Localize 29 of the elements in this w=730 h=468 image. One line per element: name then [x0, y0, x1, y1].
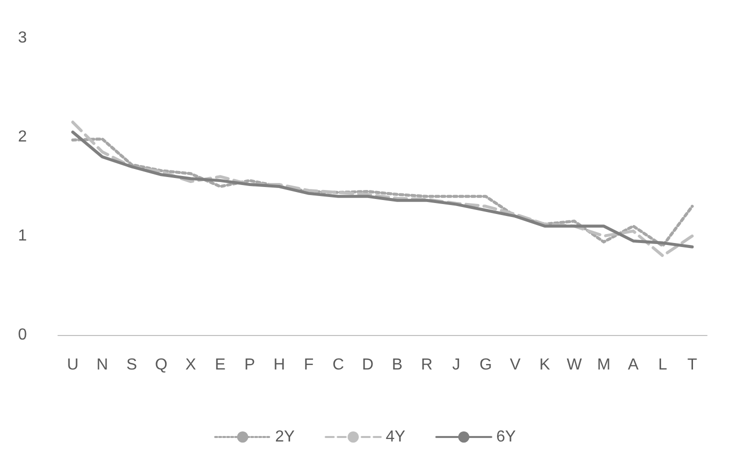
x-tick-label: S	[126, 356, 138, 374]
x-tick-label: H	[273, 356, 286, 374]
y-tick-label: 1	[18, 228, 27, 244]
x-tick-label: M	[597, 356, 610, 374]
y-tick-label: 3	[18, 30, 27, 46]
x-tick-label: J	[452, 356, 460, 374]
x-tick-label: Q	[155, 356, 168, 374]
x-tick-label: X	[185, 356, 196, 374]
y-tick-label: 2	[18, 128, 27, 146]
x-tick-label: E	[214, 356, 226, 374]
x-tick-label: N	[96, 356, 108, 374]
x-tick-label: G	[480, 356, 492, 374]
x-tick-label: W	[566, 356, 583, 374]
x-tick-label: B	[392, 356, 403, 374]
legend-label: 6Y	[496, 428, 516, 446]
x-tick-label: U	[66, 356, 79, 374]
x-tick-label: D	[362, 356, 374, 374]
legend-label: 2Y	[275, 428, 296, 446]
x-tick-label: V	[510, 356, 521, 374]
x-tick-label: T	[687, 356, 698, 374]
x-tick-label: C	[332, 356, 344, 374]
x-tick-label: A	[628, 356, 639, 374]
x-tick-label: F	[304, 356, 314, 374]
x-tick-label: R	[420, 356, 433, 374]
legend-label: 4Y	[386, 428, 406, 446]
y-tick-label: 0	[18, 326, 27, 344]
x-tick-label: P	[244, 356, 256, 374]
x-tick-label: K	[539, 356, 550, 374]
x-tick-label: L	[658, 356, 668, 374]
